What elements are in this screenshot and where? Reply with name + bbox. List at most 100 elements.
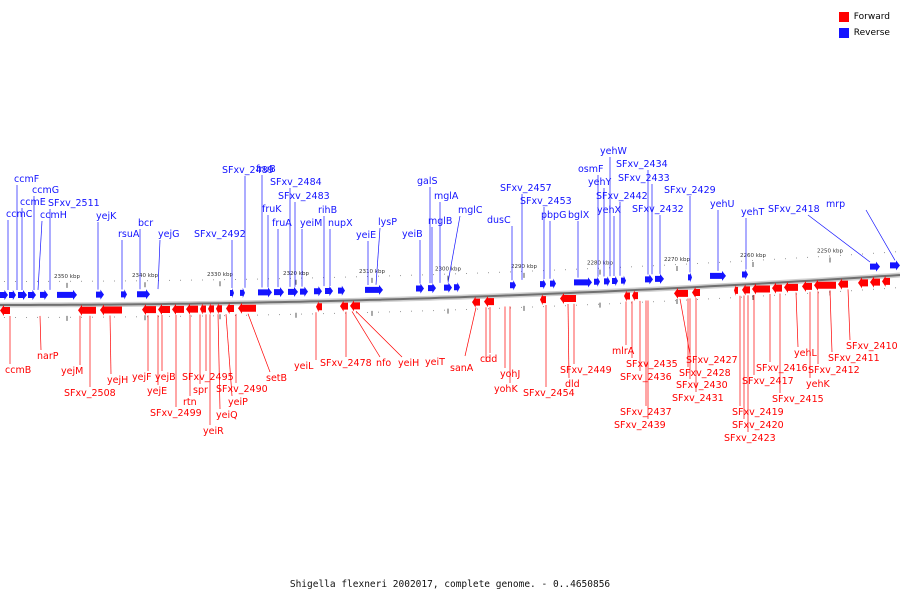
tick-dot bbox=[730, 297, 731, 299]
tick-dot bbox=[862, 289, 863, 291]
gene-label-rtn: rtn bbox=[183, 397, 197, 408]
reverse-feature-arrow bbox=[258, 287, 272, 298]
tick-dot bbox=[499, 271, 500, 273]
tick-dot bbox=[708, 298, 709, 300]
gene-label-sfxv-2483: SFxv_2483 bbox=[278, 191, 330, 202]
tick-dot bbox=[752, 260, 753, 262]
tick-dot bbox=[125, 280, 126, 282]
legend-item-reverse: Reverse bbox=[838, 25, 890, 41]
reverse-feature-arrow bbox=[121, 289, 127, 300]
reverse-feature-arrow bbox=[0, 289, 8, 300]
gene-label-nfo: nfo bbox=[376, 358, 391, 369]
gene-label-yejb: yejB bbox=[155, 372, 176, 383]
tick-dot bbox=[565, 305, 566, 307]
forward-feature-arrow bbox=[100, 304, 122, 316]
tick-dot bbox=[202, 279, 203, 281]
gene-label-bglx: bglX bbox=[568, 210, 590, 221]
tick-dot bbox=[576, 304, 577, 306]
gene-label-ccmf: ccmF bbox=[14, 174, 39, 185]
forward-feature-arrow bbox=[784, 281, 798, 293]
tick-dot bbox=[411, 274, 412, 276]
forward-feature-arrow bbox=[142, 304, 156, 316]
tick-dot bbox=[807, 292, 808, 294]
tick-dot bbox=[796, 257, 797, 259]
gene-label-sfxv-2415: SFxv_2415 bbox=[772, 394, 824, 405]
tick-dot bbox=[543, 270, 544, 272]
tick-dot bbox=[895, 251, 896, 253]
leader-mrp bbox=[865, 209, 896, 261]
reverse-feature-arrow bbox=[444, 282, 452, 293]
tick-dot bbox=[213, 315, 214, 317]
gene-label-lysp: lysP bbox=[378, 217, 397, 228]
gene-label-sfxv-2431: SFxv_2431 bbox=[672, 393, 724, 404]
forward-feature-arrow bbox=[158, 304, 170, 316]
tick-dot bbox=[884, 288, 885, 290]
tick-dot bbox=[873, 252, 874, 254]
reverse-feature-arrow bbox=[18, 289, 27, 300]
tick-dot bbox=[785, 294, 786, 296]
tick-dot bbox=[70, 280, 71, 282]
gene-label-ccmb: ccmB bbox=[5, 365, 31, 376]
tick-dot bbox=[895, 287, 896, 289]
forward-feature-arrow bbox=[624, 290, 630, 302]
tick-dot bbox=[598, 267, 599, 269]
reverse-feature-arrow bbox=[621, 275, 626, 286]
tick-label: 2270 kbp bbox=[664, 257, 690, 263]
leader-lysp bbox=[375, 227, 381, 285]
tick-dot bbox=[323, 313, 324, 315]
tick-dot bbox=[488, 272, 489, 274]
tick-label: 2280 kbp bbox=[587, 261, 613, 267]
gene-label-sfxv-2434: SFxv_2434 bbox=[616, 159, 668, 170]
gene-label-sfxv-2453: SFxv_2453 bbox=[520, 196, 572, 207]
gene-label-pbpg: pbpG bbox=[541, 210, 566, 221]
gene-label-sfxv-2416: SFxv_2416 bbox=[756, 363, 808, 374]
gene-label-yejg: yejG bbox=[158, 229, 179, 240]
tick-dot bbox=[796, 293, 797, 295]
tick-dot bbox=[180, 315, 181, 317]
tick-dot bbox=[862, 253, 863, 255]
forward-feature-arrow bbox=[172, 303, 184, 315]
tick-dot bbox=[455, 309, 456, 311]
tick-dot bbox=[136, 280, 137, 282]
tick-dot bbox=[510, 271, 511, 273]
legend-label-reverse: Reverse bbox=[853, 28, 890, 38]
reverse-feature-arrow bbox=[604, 276, 610, 287]
gene-label-yehk: yehK bbox=[806, 379, 830, 390]
gene-label-sana: sanA bbox=[450, 363, 474, 374]
tick-dot bbox=[642, 301, 643, 303]
tick-dot bbox=[587, 268, 588, 270]
gene-label-yeib: yeiB bbox=[402, 229, 423, 240]
tick-dot bbox=[345, 312, 346, 314]
tick-dot bbox=[114, 280, 115, 282]
gene-label-sfxv-2442: SFxv_2442 bbox=[596, 191, 648, 202]
tick-dot bbox=[543, 306, 544, 308]
leader-yeit bbox=[464, 307, 477, 357]
gene-label-sfxv-2428: SFxv_2428 bbox=[679, 368, 731, 379]
tick-dot bbox=[26, 317, 27, 318]
forward-feature-arrow bbox=[752, 283, 770, 295]
gene-label-sfxv-2429: SFxv_2429 bbox=[664, 185, 716, 196]
tick-dot bbox=[312, 313, 313, 315]
tick-dot bbox=[378, 311, 379, 313]
tick-dot bbox=[378, 275, 379, 277]
leader-yejg bbox=[157, 239, 161, 290]
gene-label-sfxv-2427: SFxv_2427 bbox=[686, 355, 738, 366]
gene-label-gals: galS bbox=[417, 176, 438, 187]
tick-dot bbox=[15, 317, 16, 318]
tick-dot bbox=[400, 275, 401, 277]
tick-dot bbox=[444, 273, 445, 275]
gene-label-sfxv-2495: SFxv_2495 bbox=[182, 372, 234, 383]
gene-label-yejh: yejH bbox=[107, 375, 128, 386]
gene-label-fruk: fruK bbox=[262, 204, 282, 215]
tick-dot bbox=[202, 315, 203, 317]
reverse-feature-arrow bbox=[40, 289, 48, 300]
tick-dot bbox=[785, 258, 786, 260]
leader-mglc bbox=[447, 215, 461, 283]
gene-label-yeiq: yeiQ bbox=[216, 410, 238, 421]
gene-label-yeip: yeiP bbox=[228, 397, 248, 408]
forward-feature-arrow bbox=[226, 303, 234, 315]
gene-label-sfxv-2492: SFxv_2492 bbox=[194, 229, 246, 240]
gene-label-sfxv-2489: SFxv_2489 bbox=[222, 165, 274, 176]
gene-label-yeih: yeiH bbox=[398, 358, 419, 369]
tick-dot bbox=[620, 266, 621, 268]
